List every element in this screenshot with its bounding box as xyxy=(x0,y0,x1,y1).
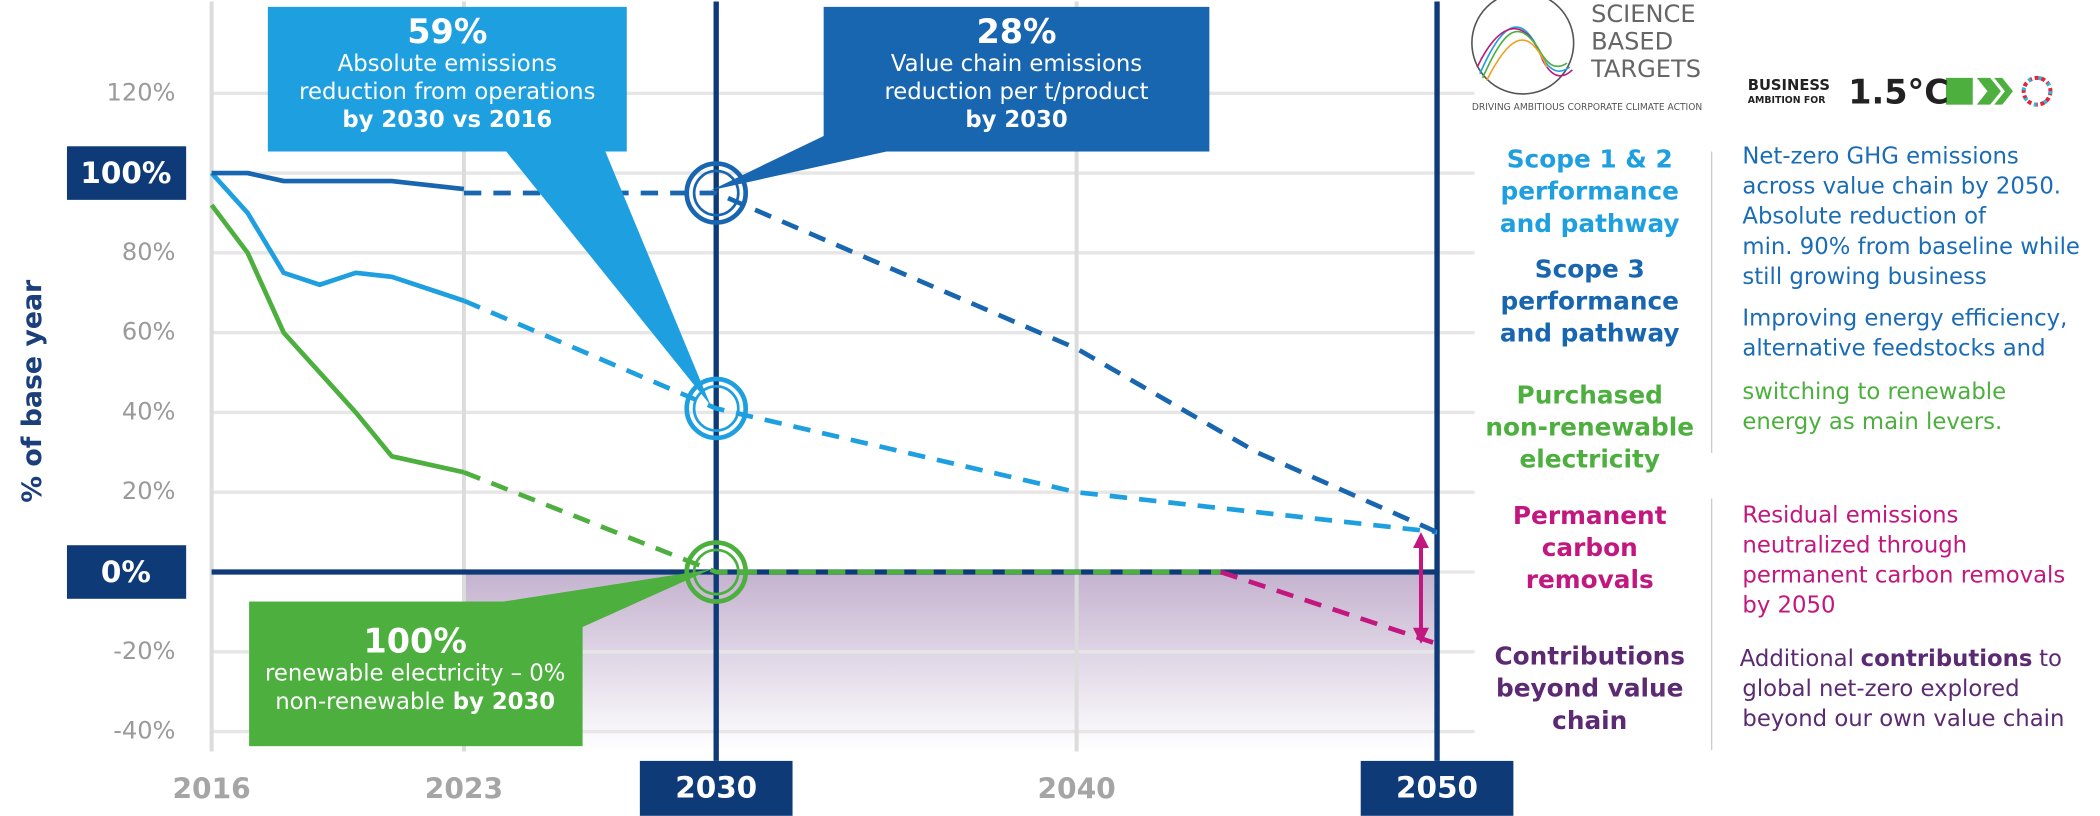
y-tick-label: 60% xyxy=(122,318,176,346)
legend-label-box: Purchased non-renewable electricity xyxy=(1485,381,1695,475)
y-tick-label: 100% xyxy=(80,156,171,190)
note-text: Improving energy efficiency, xyxy=(1742,305,2067,331)
note-text: Additional contributions to xyxy=(1740,646,2062,672)
performance-line xyxy=(211,170,465,192)
sbt-logo-mark xyxy=(1471,0,1575,95)
sbt-logo-text: TARGETS xyxy=(1590,55,1701,83)
sbt-tagline: DRIVING AMBITIOUS CORPORATE CLIMATE ACTI… xyxy=(1472,102,1702,113)
callout-text: reduction per t/product xyxy=(884,79,1148,105)
note-text: Residual emissions xyxy=(1742,502,1958,528)
legend-label: Scope 1 & 2 performance and pathway xyxy=(1499,146,1680,239)
legend-label-box: Scope 1 & 2 performance and pathway xyxy=(1499,146,1680,239)
sbt-logo-text: BASED xyxy=(1591,27,1673,55)
x-tick-label: 2050 xyxy=(1396,771,1478,805)
y-tick-box xyxy=(66,146,187,200)
milestone-marker xyxy=(684,540,749,604)
y-tick-label: 20% xyxy=(122,477,176,505)
callout-emphasis: by 2030 vs 2016 xyxy=(342,107,552,133)
y-tick-label: 0% xyxy=(101,555,151,589)
note-text: min. 90% from baseline while xyxy=(1742,234,2080,260)
callout-headline: 28% xyxy=(976,12,1056,51)
milestone-marker-inner xyxy=(692,385,740,432)
legend-label: Scope 3 performance and pathway xyxy=(1499,255,1680,349)
note-text: alternative feedstocks and xyxy=(1742,336,2045,362)
x-tick-box xyxy=(639,760,793,816)
note-text: beyond our own value chain xyxy=(1742,706,2064,732)
callout-headline: 59% xyxy=(407,12,487,51)
note-text: across value chain by 2050. xyxy=(1742,174,2061,200)
note-text-part: Additional xyxy=(1740,646,1854,672)
legend-label: Permanent carbon removals xyxy=(1512,502,1667,595)
note-text-part: contributions xyxy=(1861,646,2033,672)
business-logo: BUSINESS xyxy=(1748,77,1830,94)
note-text: switching to renewable xyxy=(1742,379,2006,405)
y-axis-label: % of base year xyxy=(17,279,48,503)
callout-emphasis: by 2030 xyxy=(965,107,1067,133)
performance-line xyxy=(209,171,465,303)
note-text-part: to xyxy=(2039,646,2062,672)
callout-box xyxy=(823,6,1210,152)
x-tick-box xyxy=(1360,760,1514,816)
ambition-logo: AMBITION FOR xyxy=(1748,95,1826,106)
callout-text: Value chain emissions xyxy=(891,51,1142,77)
milestone-marker xyxy=(684,376,749,441)
note-text: still growing business xyxy=(1742,264,1986,290)
note-text: global net-zero explored xyxy=(1742,676,2019,702)
y-tick-label: -40% xyxy=(113,717,175,745)
callout-text-part: non-renewable xyxy=(275,688,445,714)
milestone-marker xyxy=(684,161,749,225)
legend-label-box: Scope 3 performance and pathway xyxy=(1499,255,1680,349)
y-tick-box xyxy=(66,545,187,599)
pathway-line xyxy=(462,298,1438,535)
x-tick-label: 2023 xyxy=(425,772,503,805)
note-text: Net-zero GHG emissions xyxy=(1742,143,2018,169)
y-tick-label: 120% xyxy=(107,78,176,106)
legend-label: Purchased non-renewable electricity xyxy=(1485,381,1695,475)
callout-text: Absolute emissions xyxy=(338,51,557,77)
pathway-line xyxy=(463,190,1439,535)
x-tick-label: 2040 xyxy=(1038,772,1116,805)
legend-label: Contributions beyond value chain xyxy=(1494,643,1685,736)
note-text: neutralized through xyxy=(1742,532,1967,558)
degree-logo: 1.5°C xyxy=(1848,72,1949,111)
note-text: Absolute reduction of xyxy=(1742,204,1987,230)
note-text: permanent carbon removals xyxy=(1742,563,2065,589)
callout-text: renewable electricity – 0% xyxy=(265,660,565,686)
y-tick-label: -20% xyxy=(113,637,175,665)
pathway-line xyxy=(1220,569,1438,647)
x-tick-label: 2016 xyxy=(172,772,250,805)
business-ambition-mark xyxy=(1945,75,2053,107)
note-text: by 2050 xyxy=(1742,593,1835,619)
callout-pointer xyxy=(506,151,711,406)
y-tick-label: 80% xyxy=(122,238,176,266)
callout-box xyxy=(249,601,583,747)
callout-headline: 100% xyxy=(363,622,466,661)
legend-label-box: Permanent carbon removals xyxy=(1512,502,1667,595)
x-tick-label: 2030 xyxy=(675,771,757,805)
legend-label-box: Contributions beyond value chain xyxy=(1494,643,1685,736)
callout-emphasis: by 2030 xyxy=(453,688,555,714)
pathway-line xyxy=(463,470,1221,575)
callout-box xyxy=(267,6,627,152)
milestone-marker-inner xyxy=(692,169,740,217)
y-tick-label: 40% xyxy=(122,397,176,425)
sbt-logo-text: SCIENCE xyxy=(1591,0,1696,28)
callout-text: non-renewable by 2030 xyxy=(275,688,555,714)
callout-text: reduction from operations xyxy=(299,79,595,105)
note-text: energy as main levers. xyxy=(1742,409,2002,435)
performance-line xyxy=(209,203,465,475)
